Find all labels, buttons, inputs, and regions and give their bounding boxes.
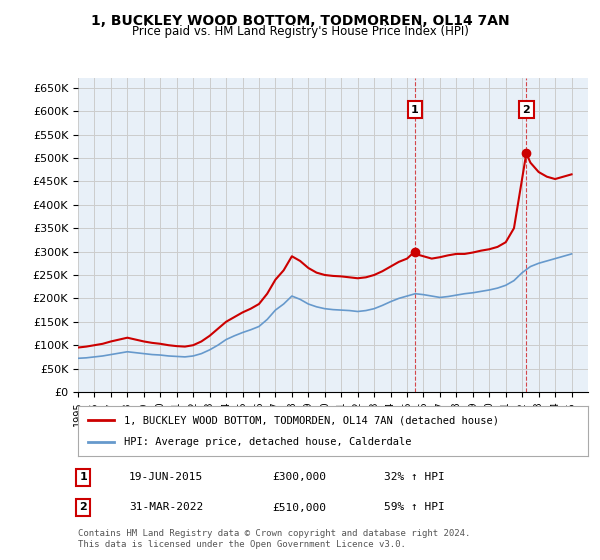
Text: 31-MAR-2022: 31-MAR-2022 <box>129 502 203 512</box>
Text: 1, BUCKLEY WOOD BOTTOM, TODMORDEN, OL14 7AN (detached house): 1, BUCKLEY WOOD BOTTOM, TODMORDEN, OL14 … <box>124 415 499 425</box>
Text: 1, BUCKLEY WOOD BOTTOM, TODMORDEN, OL14 7AN: 1, BUCKLEY WOOD BOTTOM, TODMORDEN, OL14 … <box>91 14 509 28</box>
Text: 2: 2 <box>79 502 87 512</box>
Text: £300,000: £300,000 <box>272 472 326 482</box>
Text: 1: 1 <box>411 105 419 115</box>
Text: 32% ↑ HPI: 32% ↑ HPI <box>384 472 445 482</box>
Text: 2: 2 <box>523 105 530 115</box>
Text: £510,000: £510,000 <box>272 502 326 512</box>
Text: Price paid vs. HM Land Registry's House Price Index (HPI): Price paid vs. HM Land Registry's House … <box>131 25 469 38</box>
Text: 19-JUN-2015: 19-JUN-2015 <box>129 472 203 482</box>
Text: 59% ↑ HPI: 59% ↑ HPI <box>384 502 445 512</box>
Text: 1: 1 <box>79 472 87 482</box>
Text: Contains HM Land Registry data © Crown copyright and database right 2024.
This d: Contains HM Land Registry data © Crown c… <box>78 529 470 549</box>
Text: HPI: Average price, detached house, Calderdale: HPI: Average price, detached house, Cald… <box>124 437 412 447</box>
